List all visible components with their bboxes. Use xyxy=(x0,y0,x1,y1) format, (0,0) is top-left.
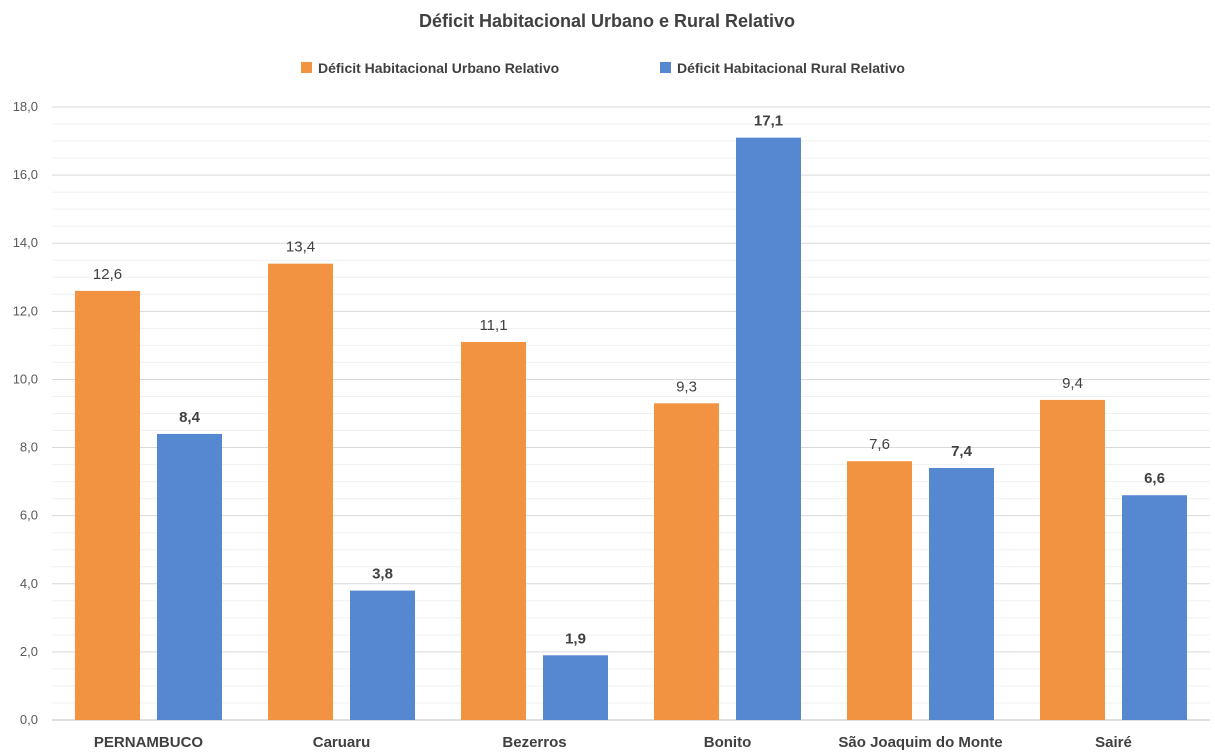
y-tick-label: 14,0 xyxy=(13,235,38,250)
data-label-urban-3: 9,3 xyxy=(676,378,697,395)
data-label-rural-0: 8,4 xyxy=(179,409,201,426)
bar-urban-3 xyxy=(654,403,719,720)
bar-rural-3 xyxy=(736,137,801,720)
y-tick-label: 12,0 xyxy=(13,303,38,318)
bar-rural-5 xyxy=(1122,495,1187,720)
bar-rural-0 xyxy=(157,433,222,720)
x-category-label: Bonito xyxy=(704,734,751,751)
y-tick-label: 18,0 xyxy=(13,99,38,114)
bar-urban-4 xyxy=(847,461,912,720)
data-label-urban-2: 11,1 xyxy=(479,317,507,334)
data-label-urban-0: 12,6 xyxy=(93,266,122,283)
y-tick-label: 10,0 xyxy=(13,371,38,386)
bar-rural-4 xyxy=(929,467,994,720)
data-label-urban-1: 13,4 xyxy=(286,239,315,256)
data-label-rural-3: 17,1 xyxy=(754,113,783,130)
x-category-label: Caruaru xyxy=(313,734,371,751)
legend-label-rural: Déficit Habitacional Rural Relativo xyxy=(677,60,905,76)
y-axis: 0,0 2,0 4,0 6,0 8,0 10,0 12,0 14,0 16,0 18,0 xyxy=(13,99,38,727)
data-label-rural-1: 3,8 xyxy=(372,566,393,583)
x-category-label: Sairé xyxy=(1095,734,1132,751)
data-label-rural-2: 1,9 xyxy=(565,630,586,647)
data-label-urban-5: 9,4 xyxy=(1062,375,1083,392)
bar-rural-1 xyxy=(350,590,415,720)
bar-urban-2 xyxy=(461,341,526,720)
y-tick-label: 4,0 xyxy=(20,576,38,591)
chart-title: Déficit Habitacional Urbano e Rural Rela… xyxy=(419,11,795,31)
bar-urban-5 xyxy=(1040,399,1105,720)
y-tick-label: 8,0 xyxy=(20,440,38,455)
data-labels: 12,6 8,4 13,4 3,8 11,1 1,9 9,3 17,1 7,6 7,4 9,4 6,6 xyxy=(93,113,1165,648)
x-category-label: São Joaquim do Monte xyxy=(838,734,1002,751)
data-label-rural-5: 6,6 xyxy=(1144,470,1165,487)
data-label-urban-4: 7,6 xyxy=(869,436,890,453)
bar-urban-0 xyxy=(75,290,140,720)
x-category-label: PERNAMBUCO xyxy=(94,734,204,751)
gridlines xyxy=(52,106,1210,721)
legend-swatch-urban xyxy=(301,62,312,73)
y-tick-label: 2,0 xyxy=(20,644,38,659)
y-tick-label: 6,0 xyxy=(20,508,38,523)
legend-swatch-rural xyxy=(660,62,671,73)
bar-urban-1 xyxy=(268,263,333,720)
bars xyxy=(75,137,1187,720)
x-category-label: Bezerros xyxy=(502,734,566,751)
bar-rural-2 xyxy=(543,655,608,720)
legend-label-urban: Déficit Habitacional Urbano Relativo xyxy=(318,60,559,76)
y-tick-label: 0,0 xyxy=(20,712,38,727)
x-axis: PERNAMBUCO Caruaru Bezerros Bonito São Joaqu… xyxy=(94,734,1132,751)
legend: Déficit Habitacional Urbano Relativo Déf… xyxy=(301,60,905,76)
data-label-rural-4: 7,4 xyxy=(951,443,973,460)
y-tick-label: 16,0 xyxy=(13,167,38,182)
